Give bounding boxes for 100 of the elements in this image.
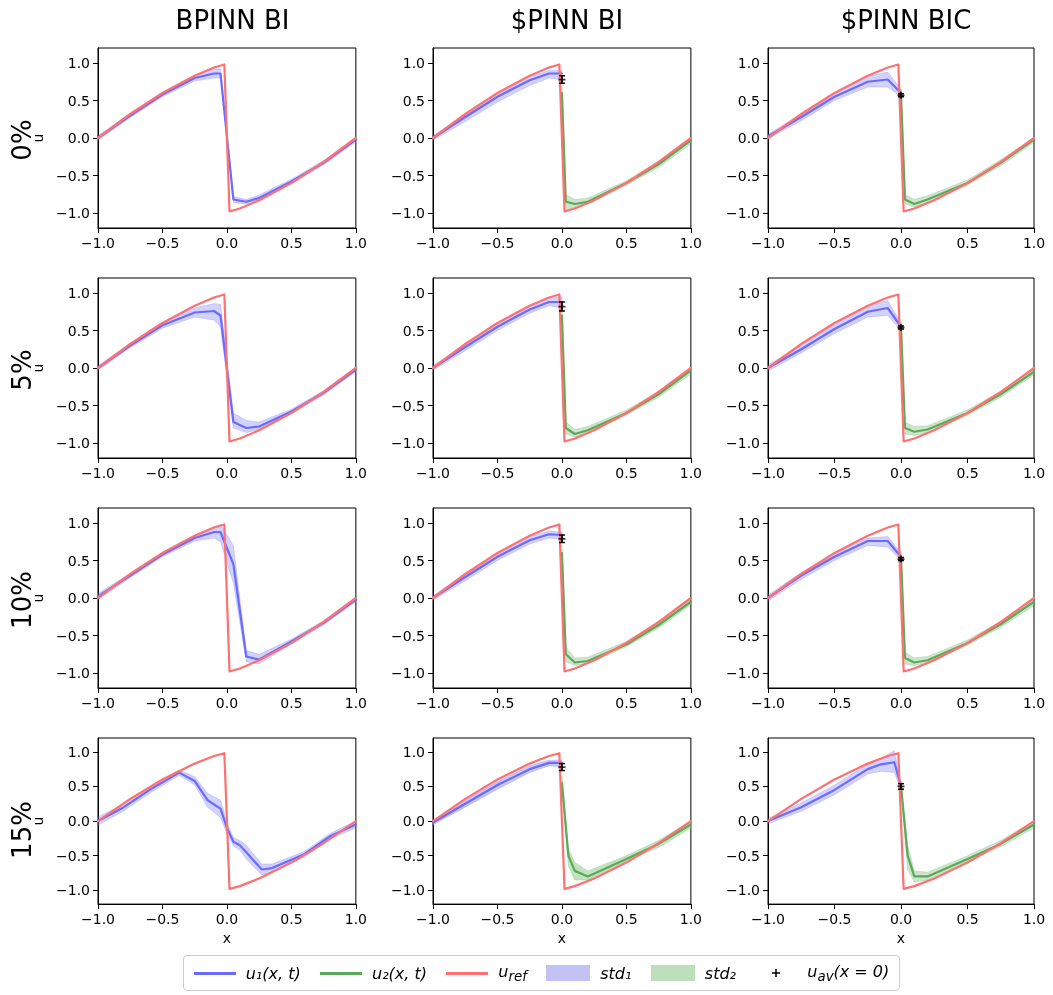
x-tick-label: 0.5 bbox=[615, 465, 638, 481]
y-tick-label: 0.5 bbox=[402, 778, 425, 795]
x-tick-label: −0.5 bbox=[145, 235, 180, 251]
y-tick-label: 0.0 bbox=[402, 130, 425, 146]
line-series bbox=[766, 523, 1036, 673]
y-tick-label: 1.0 bbox=[737, 55, 760, 71]
y-tick-label: −0.5 bbox=[391, 627, 425, 644]
x-axis-title: x bbox=[222, 930, 232, 946]
legend-label: std₂ bbox=[704, 963, 736, 983]
y-tick-label: 1.0 bbox=[67, 743, 90, 760]
x-axis-title: x bbox=[896, 930, 906, 946]
x-tick-label: −1.0 bbox=[81, 235, 115, 251]
y-tick-label: −0.5 bbox=[726, 847, 760, 864]
x-tick-label: −1.0 bbox=[751, 695, 785, 711]
x-tick-label: 1.0 bbox=[344, 465, 367, 481]
y-axis-title: u bbox=[30, 133, 47, 143]
x-tick-label: −0.5 bbox=[480, 235, 515, 251]
x-tick-label: −0.5 bbox=[145, 911, 180, 928]
x-tick-label: 0.5 bbox=[615, 911, 638, 928]
x-tick-label: 0.0 bbox=[550, 911, 574, 928]
line-series bbox=[766, 752, 1036, 890]
y-tick-label: 1.0 bbox=[737, 743, 760, 760]
line-series bbox=[766, 293, 1036, 443]
y-tick-label: 1.0 bbox=[402, 55, 425, 71]
y-tick-label: 0.5 bbox=[737, 552, 760, 569]
x-tick-label: −1.0 bbox=[81, 911, 115, 928]
y-tick-label: −1.0 bbox=[391, 882, 425, 899]
line-series bbox=[431, 752, 692, 890]
y-tick-label: 0.0 bbox=[737, 360, 760, 376]
x-tick-label: −0.5 bbox=[817, 695, 852, 711]
y-tick-label: −1.0 bbox=[56, 435, 90, 451]
y-tick-label: 1.0 bbox=[67, 515, 90, 531]
x-tick-label: 0.0 bbox=[215, 235, 239, 251]
y-axis-title: u bbox=[30, 816, 47, 826]
y-tick-label: −1.0 bbox=[726, 435, 760, 451]
x-tick-label: 1.0 bbox=[344, 911, 367, 928]
chart-title: BPINN BI bbox=[175, 5, 290, 35]
y-tick-label: −0.5 bbox=[56, 847, 90, 864]
x-tick-label: 1.0 bbox=[1022, 465, 1046, 481]
x-tick-label: 0.0 bbox=[889, 695, 913, 711]
y-tick-label: 0.0 bbox=[737, 130, 760, 146]
y-tick-label: 0.0 bbox=[737, 590, 760, 606]
x-tick-label: −0.5 bbox=[480, 465, 515, 481]
y-tick-label: −1.0 bbox=[391, 665, 425, 681]
y-tick-label: −0.5 bbox=[391, 847, 425, 864]
x-tick-label: 1.0 bbox=[679, 235, 702, 251]
line-series bbox=[431, 523, 692, 673]
x-tick-label: 0.5 bbox=[280, 695, 303, 711]
x-tick-label: 0.5 bbox=[280, 911, 303, 928]
x-tick-label: 1.0 bbox=[679, 911, 702, 928]
x-tick-label: 0.5 bbox=[956, 911, 979, 928]
y-tick-label: 0.5 bbox=[737, 322, 760, 339]
legend-label: u₁(x, t) bbox=[245, 963, 301, 983]
y-tick-label: −0.5 bbox=[391, 397, 425, 414]
y-tick-label: 0.5 bbox=[67, 778, 90, 795]
x-tick-label: −1.0 bbox=[416, 695, 450, 711]
y-tick-label: −1.0 bbox=[726, 882, 760, 899]
x-tick-label: 0.5 bbox=[615, 235, 638, 251]
y-tick-label: 1.0 bbox=[402, 743, 425, 760]
y-tick-label: 0.0 bbox=[67, 360, 90, 376]
x-axis-title: x bbox=[557, 930, 567, 946]
x-tick-label: 0.0 bbox=[215, 465, 239, 481]
y-tick-label: 1.0 bbox=[737, 515, 760, 531]
y-tick-label: 0.5 bbox=[67, 322, 90, 339]
line-series bbox=[431, 63, 692, 213]
x-tick-label: 0.5 bbox=[615, 695, 638, 711]
x-tick-label: −0.5 bbox=[817, 911, 852, 928]
x-tick-label: 0.5 bbox=[956, 465, 979, 481]
y-tick-label: −1.0 bbox=[391, 205, 425, 221]
y-tick-label: 0.5 bbox=[737, 778, 760, 795]
x-tick-label: −0.5 bbox=[145, 695, 180, 711]
x-tick-label: 1.0 bbox=[344, 695, 367, 711]
x-tick-label: −1.0 bbox=[81, 695, 115, 711]
line-series bbox=[96, 752, 357, 890]
x-tick-label: 1.0 bbox=[1022, 911, 1046, 928]
y-tick-label: 0.0 bbox=[737, 813, 760, 830]
y-tick-label: 1.0 bbox=[67, 55, 90, 71]
y-tick-label: −1.0 bbox=[726, 205, 760, 221]
x-tick-label: −0.5 bbox=[817, 235, 852, 251]
x-tick-label: 0.5 bbox=[956, 695, 979, 711]
line-series bbox=[431, 293, 692, 443]
y-tick-label: 0.5 bbox=[402, 92, 425, 109]
y-tick-label: 0.0 bbox=[402, 360, 425, 376]
legend-label: u$_{ref}$ bbox=[498, 961, 527, 985]
y-tick-label: 1.0 bbox=[737, 285, 760, 301]
legend-label: u₂(x, t) bbox=[372, 963, 427, 983]
x-tick-label: −1.0 bbox=[416, 911, 450, 928]
x-tick-label: −1.0 bbox=[751, 465, 785, 481]
y-tick-label: 0.0 bbox=[67, 590, 90, 606]
x-tick-label: 1.0 bbox=[679, 465, 702, 481]
x-tick-label: −1.0 bbox=[751, 235, 785, 251]
y-tick-label: 0.5 bbox=[67, 92, 90, 109]
x-tick-label: −0.5 bbox=[480, 695, 515, 711]
y-tick-label: 0.0 bbox=[67, 130, 90, 146]
x-tick-label: 0.0 bbox=[215, 695, 239, 711]
x-tick-label: 0.0 bbox=[550, 235, 574, 251]
x-tick-label: −1.0 bbox=[81, 465, 115, 481]
x-tick-label: 0.0 bbox=[889, 465, 913, 481]
y-tick-label: 0.5 bbox=[402, 552, 425, 569]
x-tick-label: 0.0 bbox=[550, 695, 574, 711]
